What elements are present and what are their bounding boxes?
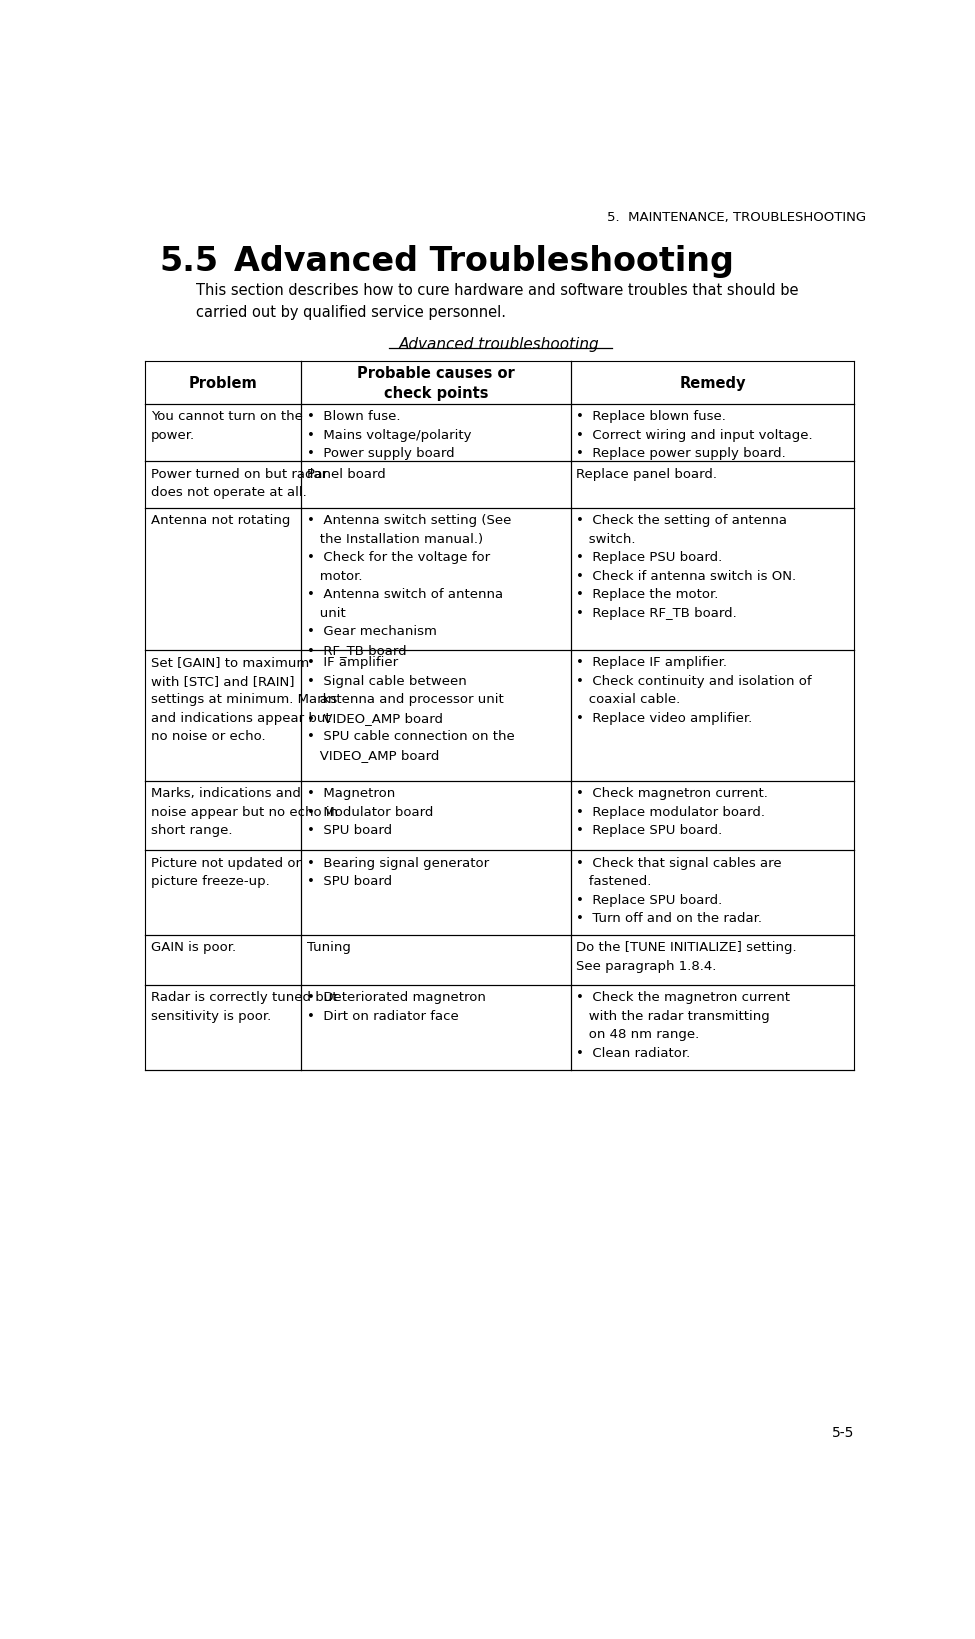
Text: •  Check the setting of antenna
   switch.
•  Replace PSU board.
•  Check if ant: • Check the setting of antenna switch. •…	[576, 513, 797, 620]
Text: •  IF amplifier
•  Signal cable between
   antenna and processor unit
•  VIDEO_A: • IF amplifier • Signal cable between an…	[306, 656, 514, 762]
Text: •  Magnetron
•  Modulator board
•  SPU board: • Magnetron • Modulator board • SPU boar…	[306, 787, 433, 838]
Text: 5.  MAINTENANCE, TROUBLESHOOTING: 5. MAINTENANCE, TROUBLESHOOTING	[606, 210, 866, 223]
Text: Power turned on but radar
does not operate at all.: Power turned on but radar does not opera…	[150, 467, 327, 498]
Text: Radar is correctly tuned but
sensitivity is poor.: Radar is correctly tuned but sensitivity…	[150, 992, 337, 1023]
Text: •  Antenna switch setting (See
   the Installation manual.)
•  Check for the vol: • Antenna switch setting (See the Instal…	[306, 513, 511, 656]
Text: Advanced troubleshooting: Advanced troubleshooting	[399, 336, 600, 352]
Text: Panel board: Panel board	[306, 467, 385, 480]
Text: Remedy: Remedy	[680, 375, 746, 390]
Text: Marks, indications and
noise appear but no echo in
short range.: Marks, indications and noise appear but …	[150, 787, 337, 838]
Text: Advanced Troubleshooting: Advanced Troubleshooting	[234, 244, 734, 277]
Text: •  Replace IF amplifier.
•  Check continuity and isolation of
   coaxial cable.
: • Replace IF amplifier. • Check continui…	[576, 656, 811, 724]
Text: Tuning: Tuning	[306, 941, 350, 954]
Text: 5.5: 5.5	[159, 244, 218, 277]
Text: Do the [TUNE INITIALIZE] setting.
See paragraph 1.8.4.: Do the [TUNE INITIALIZE] setting. See pa…	[576, 941, 797, 972]
Text: You cannot turn on the
power.: You cannot turn on the power.	[150, 410, 302, 441]
Text: This section describes how to cure hardware and software troubles that should be: This section describes how to cure hardw…	[196, 284, 798, 320]
Text: Probable causes or
check points: Probable causes or check points	[357, 365, 515, 400]
Text: GAIN is poor.: GAIN is poor.	[150, 941, 236, 954]
Text: •  Check that signal cables are
   fastened.
•  Replace SPU board.
•  Turn off a: • Check that signal cables are fastened.…	[576, 856, 782, 924]
Text: •  Blown fuse.
•  Mains voltage/polarity
•  Power supply board: • Blown fuse. • Mains voltage/polarity •…	[306, 410, 471, 461]
Text: Antenna not rotating: Antenna not rotating	[150, 513, 290, 526]
Text: 5-5: 5-5	[832, 1426, 854, 1439]
Text: Set [GAIN] to maximum
with [STC] and [RAIN]
settings at minimum. Marks
and indic: Set [GAIN] to maximum with [STC] and [RA…	[150, 656, 336, 742]
Text: •  Deteriorated magnetron
•  Dirt on radiator face: • Deteriorated magnetron • Dirt on radia…	[306, 992, 486, 1023]
Text: •  Check the magnetron current
   with the radar transmitting
   on 48 nm range.: • Check the magnetron current with the r…	[576, 992, 790, 1059]
Text: •  Bearing signal generator
•  SPU board: • Bearing signal generator • SPU board	[306, 856, 488, 888]
Text: Picture not updated or
picture freeze-up.: Picture not updated or picture freeze-up…	[150, 856, 300, 888]
Text: Replace panel board.: Replace panel board.	[576, 467, 717, 480]
Text: •  Replace blown fuse.
•  Correct wiring and input voltage.
•  Replace power sup: • Replace blown fuse. • Correct wiring a…	[576, 410, 812, 461]
Text: Problem: Problem	[189, 375, 257, 390]
Text: •  Check magnetron current.
•  Replace modulator board.
•  Replace SPU board.: • Check magnetron current. • Replace mod…	[576, 787, 768, 838]
